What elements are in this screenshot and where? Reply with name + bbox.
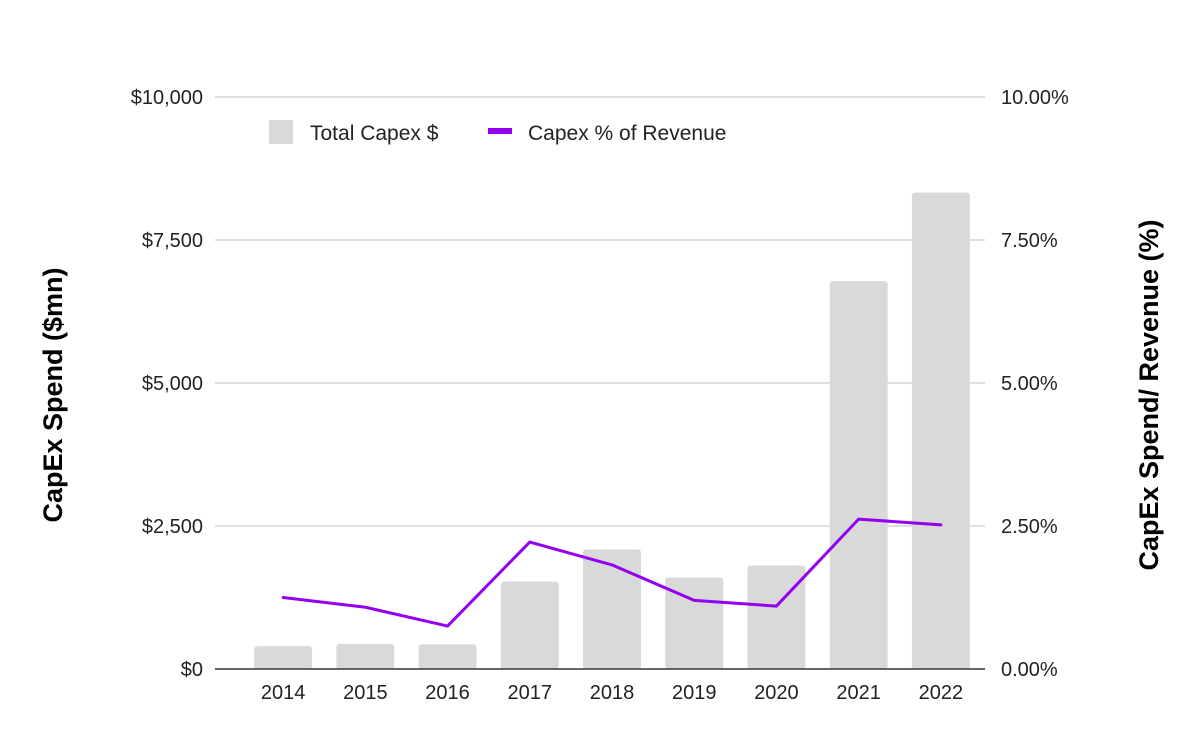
right-tick-label: 2.50% bbox=[1001, 516, 1058, 538]
legend-label-bar: Total Capex $ bbox=[310, 122, 439, 145]
left-tick-label: $7,500 bbox=[142, 230, 203, 252]
bar-2018 bbox=[583, 549, 641, 669]
left-tick-label: $0 bbox=[181, 659, 203, 681]
right-axis-ticks: 0.00% 2.50% 5.00% 7.50% 10.00% bbox=[1001, 87, 1069, 681]
x-tick-label: 2020 bbox=[754, 682, 799, 704]
x-tick-label: 2015 bbox=[343, 682, 388, 704]
legend-swatch-bar bbox=[269, 120, 293, 144]
left-axis-title: CapEx Spend ($mn) bbox=[38, 267, 68, 522]
bar-2015 bbox=[336, 643, 395, 669]
bar-2021 bbox=[829, 281, 888, 669]
right-tick-label: 5.00% bbox=[1001, 373, 1058, 395]
right-tick-label: 7.50% bbox=[1001, 230, 1058, 252]
legend: Total Capex $ Capex % of Revenue bbox=[269, 120, 726, 145]
legend-label-line: Capex % of Revenue bbox=[528, 122, 726, 145]
bar-2020 bbox=[747, 565, 806, 669]
x-tick-label: 2022 bbox=[919, 682, 964, 704]
x-tick-label: 2021 bbox=[836, 682, 881, 704]
bar-series bbox=[254, 192, 970, 670]
legend-swatch-line bbox=[488, 128, 512, 134]
x-tick-label: 2018 bbox=[590, 682, 635, 704]
right-tick-label: 0.00% bbox=[1001, 659, 1058, 681]
x-tick-label: 2019 bbox=[672, 682, 717, 704]
left-axis-ticks: $0 $2,500 $5,000 $7,500 $10,000 bbox=[131, 87, 203, 681]
right-axis-title: CapEx Spend/ Revenue (%) bbox=[1134, 219, 1164, 570]
left-tick-label: $10,000 bbox=[131, 87, 203, 109]
bar-2022 bbox=[911, 192, 970, 670]
x-axis-ticks: 2014 2015 2016 2017 2018 2019 2020 2021 2022 bbox=[261, 682, 963, 704]
left-tick-label: $2,500 bbox=[142, 516, 203, 538]
right-tick-label: 10.00% bbox=[1001, 87, 1069, 109]
x-tick-label: 2017 bbox=[508, 682, 553, 704]
bar-2014 bbox=[254, 646, 313, 669]
line-points bbox=[283, 519, 941, 627]
x-tick-label: 2016 bbox=[425, 682, 470, 704]
x-tick-label: 2014 bbox=[261, 682, 306, 704]
bar-2016 bbox=[418, 644, 477, 669]
bar-2017 bbox=[500, 581, 559, 669]
left-tick-label: $5,000 bbox=[142, 373, 203, 395]
